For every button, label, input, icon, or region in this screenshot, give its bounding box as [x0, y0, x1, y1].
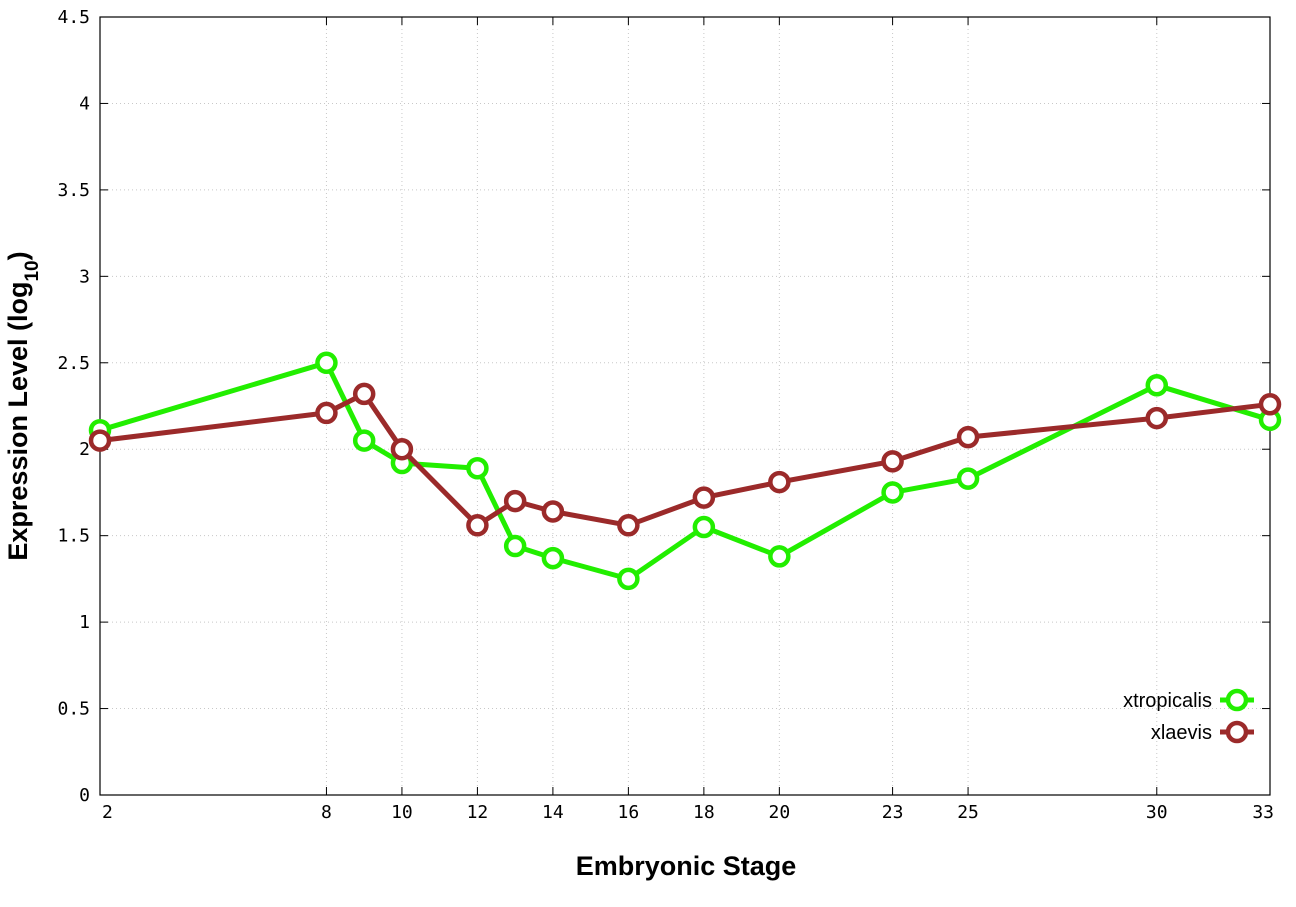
x-tick-label: 20 — [769, 802, 791, 823]
y-tick-label: 1 — [79, 612, 90, 633]
x-tick-label: 12 — [467, 802, 489, 823]
data-point-xtropicalis — [768, 545, 791, 568]
legend-label-xlaevis: xlaevis — [1151, 722, 1212, 744]
data-point-xlaevis — [315, 401, 338, 425]
y-axis-title: Expression Level (log10) — [3, 251, 43, 560]
x-tick-label: 33 — [1252, 802, 1274, 823]
x-tick-label: 25 — [957, 802, 979, 823]
data-series — [88, 351, 1282, 591]
data-point-xtropicalis — [503, 534, 527, 558]
series-line-xtropicalis — [99, 360, 1271, 582]
data-point-xlaevis — [352, 382, 376, 406]
data-point-xlaevis — [88, 429, 112, 452]
y-tick-label: 0 — [79, 785, 90, 806]
x-tick-label: 18 — [693, 802, 715, 823]
y-tick-label: 0.5 — [57, 699, 90, 720]
data-point-xlaevis — [1258, 393, 1282, 416]
data-point-xtropicalis — [1145, 374, 1169, 397]
data-point-xtropicalis — [466, 456, 489, 480]
y-tick-label: 3 — [79, 266, 90, 287]
x-tick-label: 10 — [391, 802, 413, 823]
series-xlaevis — [88, 382, 1282, 537]
y-tick-label: 1.5 — [57, 526, 90, 547]
y-tick-label: 3.5 — [57, 180, 90, 201]
x-tick-label: 23 — [882, 802, 904, 823]
y-axis-title-close: ) — [3, 251, 33, 260]
data-point-xlaevis — [881, 450, 904, 473]
data-point-xlaevis — [692, 486, 716, 509]
data-point-xlaevis — [617, 514, 640, 537]
data-point-xtropicalis — [692, 515, 716, 539]
x-tick-label: 2 — [102, 802, 113, 823]
data-point-xtropicalis — [881, 481, 904, 504]
x-axis-title: Embryonic Stage — [576, 851, 797, 881]
plot-frame — [99, 16, 1271, 796]
x-tick-label: 16 — [618, 802, 640, 823]
data-point-xtropicalis — [956, 467, 980, 490]
legend-label-xtropicalis: xtropicalis — [1123, 690, 1212, 712]
y-axis-title-subscript: 10 — [22, 260, 43, 281]
y-tick-label: 2 — [79, 439, 90, 460]
y-tick-label: 4 — [79, 93, 90, 114]
data-point-xlaevis — [503, 489, 527, 513]
x-tick-label: 14 — [542, 802, 564, 823]
grid-lines — [100, 17, 1270, 795]
data-point-xlaevis — [768, 470, 791, 494]
y-axis-title-main: Expression Level (log — [3, 282, 33, 561]
data-point-xlaevis — [541, 500, 565, 523]
data-point-xlaevis — [466, 514, 489, 537]
data-point-xlaevis — [956, 425, 980, 449]
legend-marker-xlaevis — [1225, 720, 1249, 744]
data-point-xtropicalis — [541, 546, 565, 570]
legend: xtropicalis xlaevis — [1123, 688, 1254, 744]
series-xtropicalis — [88, 351, 1282, 591]
data-point-xtropicalis — [352, 429, 376, 452]
x-tick-label: 8 — [321, 802, 332, 823]
data-point-xtropicalis — [315, 351, 338, 375]
data-point-xlaevis — [390, 437, 414, 461]
y-tick-label: 4.5 — [57, 7, 90, 28]
axis-ticks: 0 0.5 1 1.5 2 2.5 3 3.5 4 4.5 2 8 10 12 14 16 18 20 23 25 30… — [57, 7, 1274, 823]
x-tick-label: 30 — [1146, 802, 1168, 823]
data-point-xtropicalis — [617, 567, 640, 591]
legend-marker-xtropicalis — [1225, 688, 1249, 712]
data-point-xlaevis — [1145, 406, 1169, 430]
y-tick-label: 2.5 — [57, 353, 90, 374]
